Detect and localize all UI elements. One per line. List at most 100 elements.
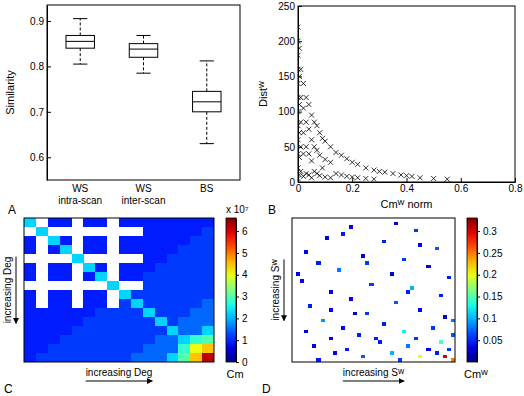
cell: [72, 254, 84, 263]
cell: [36, 335, 48, 344]
whisker-low: [206, 112, 207, 144]
cell: [390, 351, 394, 355]
x-axis-tick: 0.6: [454, 178, 468, 194]
cell: [131, 353, 143, 362]
colorbar-tick-mark: [236, 318, 239, 319]
cell: [167, 245, 179, 254]
cell: [143, 236, 155, 245]
cell: [353, 312, 357, 316]
cell: [36, 317, 48, 326]
colorbar-tick: 4: [236, 269, 248, 280]
point: [304, 144, 309, 149]
colorbar-tick-mark: [236, 253, 239, 254]
cell: [382, 240, 386, 244]
cell: [167, 236, 179, 245]
cell: [447, 276, 451, 280]
cell: [60, 236, 72, 245]
cell: [143, 218, 155, 227]
cell: [143, 263, 155, 272]
cell: [155, 218, 167, 227]
cell: [202, 263, 214, 272]
x-axis-label: Cmᵂ norm: [380, 198, 432, 210]
y-axis-tick-mark: [47, 112, 51, 113]
cell: [95, 353, 107, 362]
x-axis-tick-label: 0.8: [509, 183, 523, 194]
cell: [95, 335, 107, 344]
cell: [345, 348, 349, 352]
cell: [190, 344, 202, 353]
cell: [402, 258, 406, 262]
cell: [48, 344, 60, 353]
colorbar-tick: 1: [236, 335, 248, 346]
cell: [190, 272, 202, 281]
cell: [48, 326, 60, 335]
cell: [155, 335, 167, 344]
cell: [167, 326, 179, 335]
cell: [48, 263, 60, 272]
colorbar-tick-mark: [236, 362, 239, 363]
cell: [178, 218, 190, 227]
cell: [119, 299, 131, 308]
point: [304, 95, 309, 100]
cell: [155, 263, 167, 272]
cell: [178, 344, 190, 353]
colorbar-tick-mark: [477, 275, 480, 276]
cell: [447, 348, 451, 352]
point: [328, 144, 333, 149]
cell: [178, 272, 190, 281]
colorbar-tick-mark: [477, 231, 480, 232]
point: [390, 171, 395, 176]
cell: [155, 281, 167, 290]
x-arrow: [343, 381, 404, 382]
point: [314, 123, 319, 128]
cell: [418, 355, 422, 359]
point: [298, 169, 303, 174]
whisker-low-cap: [200, 143, 214, 144]
cell: [361, 254, 365, 258]
cell: [24, 236, 36, 245]
cell: [190, 299, 202, 308]
colorbar-tick: 0.15: [477, 291, 503, 302]
y-axis: 0.60.70.80.9: [30, 6, 51, 181]
cell: [418, 308, 422, 312]
y-axis-tick-label: 0: [289, 177, 295, 188]
colorbar: [467, 218, 477, 362]
x-arrow: [86, 381, 153, 382]
cell: [321, 319, 325, 323]
cell: [202, 344, 214, 353]
whisker-low: [143, 57, 144, 73]
cell: [119, 326, 131, 335]
cell: [190, 335, 202, 344]
cell: [83, 218, 95, 227]
cell: [451, 319, 455, 323]
cells: [24, 218, 214, 362]
cell: [24, 344, 36, 353]
y-axis-tick: 0.6: [30, 152, 51, 163]
cell: [357, 333, 361, 337]
box: [66, 35, 94, 48]
cell: [155, 290, 167, 299]
point: [431, 176, 436, 181]
box: [129, 44, 157, 58]
y-arrow: [284, 259, 285, 320]
cell: [36, 326, 48, 335]
cell: [406, 344, 410, 348]
cell: [329, 337, 333, 341]
cell: [131, 326, 143, 335]
cell: [95, 326, 107, 335]
cell: [167, 290, 179, 299]
cell: [119, 317, 131, 326]
cell: [119, 218, 131, 227]
panel-label: A: [8, 203, 16, 217]
cell: [72, 335, 84, 344]
cell: [83, 335, 95, 344]
cell: [83, 308, 95, 317]
cell: [131, 263, 143, 272]
point: [298, 95, 303, 100]
cell: [333, 351, 337, 355]
colorbar-tick-label: 0.05: [483, 335, 503, 346]
cell: [190, 308, 202, 317]
point: [309, 175, 314, 180]
point: [371, 177, 376, 182]
cell: [202, 218, 214, 227]
